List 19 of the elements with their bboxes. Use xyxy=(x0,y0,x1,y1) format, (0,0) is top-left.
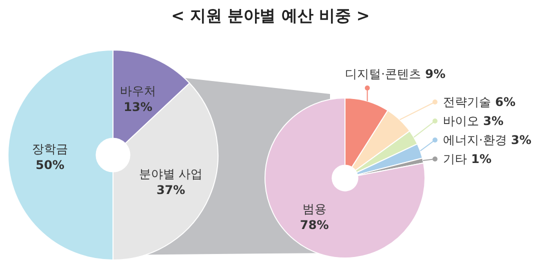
data-label: 9% xyxy=(420,67,446,81)
data-label: 6% xyxy=(491,95,516,109)
data-label: 3% xyxy=(479,114,504,128)
legend-label: 전략기술 xyxy=(443,95,491,109)
data-label: 37% xyxy=(156,183,186,198)
slice-label: 분야별 사업 xyxy=(138,167,203,182)
legend-label: 기타 xyxy=(443,152,467,166)
data-label: 3% xyxy=(506,133,532,147)
legend-label: 에너지·환경 xyxy=(443,133,507,147)
data-label: 13% xyxy=(124,100,152,114)
legend-label: 바이오 xyxy=(443,114,479,128)
data-label: 50% xyxy=(36,158,64,172)
slice-label: 장학금 xyxy=(32,142,68,156)
text: < 지원 분야별 예산 비중 > xyxy=(170,6,371,27)
slice-label: 디지털·콘텐츠 xyxy=(345,67,421,81)
slice-label: 범용 xyxy=(302,202,326,216)
slice-label: 바우처 xyxy=(120,84,156,98)
data-label: 1% xyxy=(467,152,492,166)
data-label: 78% xyxy=(300,218,329,232)
